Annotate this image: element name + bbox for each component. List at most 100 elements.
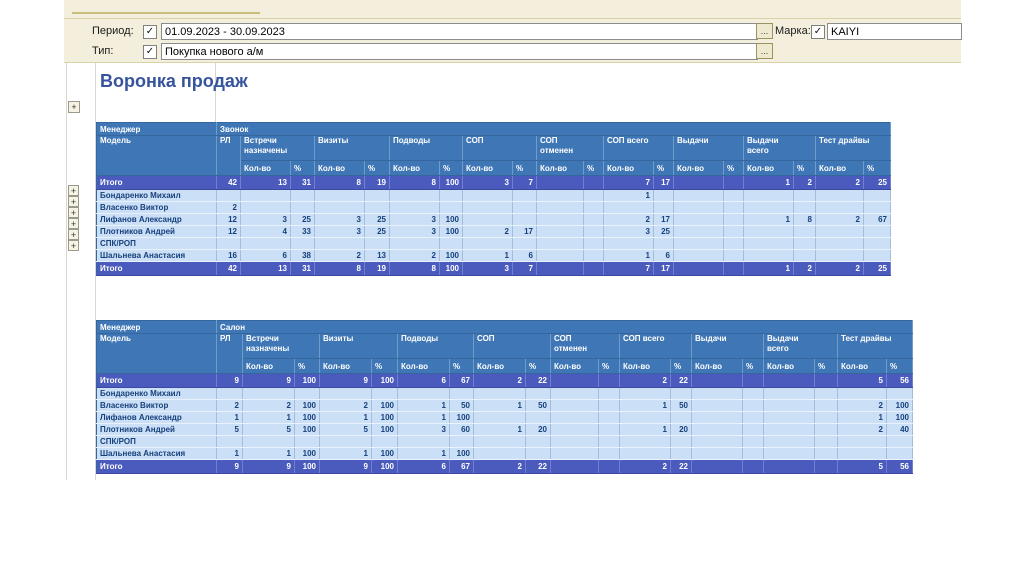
value-cell[interactable]: [462, 237, 513, 250]
value-cell[interactable]: [619, 387, 671, 400]
value-cell[interactable]: 8: [314, 261, 365, 276]
value-cell[interactable]: [815, 189, 864, 202]
value-cell[interactable]: [462, 189, 513, 202]
value-cell[interactable]: [216, 435, 243, 448]
value-cell[interactable]: [583, 249, 604, 262]
value-cell[interactable]: [723, 213, 744, 226]
value-cell[interactable]: [525, 411, 551, 424]
value-cell[interactable]: 1: [473, 399, 526, 412]
value-cell[interactable]: 1: [743, 261, 794, 276]
value-cell[interactable]: [763, 373, 815, 388]
value-cell[interactable]: [294, 387, 320, 400]
value-cell[interactable]: 31: [290, 175, 315, 190]
value-cell[interactable]: 22: [525, 459, 551, 474]
value-cell[interactable]: [397, 435, 450, 448]
period-picker-button[interactable]: ...: [756, 23, 773, 39]
value-cell[interactable]: 100: [886, 399, 913, 412]
value-cell[interactable]: [512, 237, 537, 250]
value-cell[interactable]: 22: [670, 373, 692, 388]
value-cell[interactable]: 9: [319, 459, 372, 474]
value-cell[interactable]: [653, 237, 674, 250]
value-cell[interactable]: 3: [462, 261, 513, 276]
row-name-cell[interactable]: СПК/РОП: [96, 435, 217, 448]
value-cell[interactable]: [364, 189, 390, 202]
value-cell[interactable]: [673, 237, 724, 250]
value-cell[interactable]: [723, 237, 744, 250]
value-cell[interactable]: [673, 201, 724, 214]
value-cell[interactable]: [242, 435, 295, 448]
row-name-cell[interactable]: Итого: [96, 175, 217, 190]
value-cell[interactable]: [242, 387, 295, 400]
value-cell[interactable]: 100: [371, 399, 398, 412]
value-cell[interactable]: [364, 201, 390, 214]
value-cell[interactable]: [512, 213, 537, 226]
value-cell[interactable]: [536, 237, 584, 250]
value-cell[interactable]: [598, 411, 620, 424]
value-cell[interactable]: [691, 373, 743, 388]
value-cell[interactable]: [723, 225, 744, 238]
value-cell[interactable]: 100: [294, 459, 320, 474]
value-cell[interactable]: [598, 459, 620, 474]
value-cell[interactable]: 3: [603, 225, 654, 238]
value-cell[interactable]: [525, 387, 551, 400]
value-cell[interactable]: [290, 201, 315, 214]
value-cell[interactable]: 1: [743, 213, 794, 226]
value-cell[interactable]: [742, 435, 764, 448]
value-cell[interactable]: [691, 411, 743, 424]
value-cell[interactable]: 3: [314, 225, 365, 238]
value-cell[interactable]: [691, 399, 743, 412]
value-cell[interactable]: 13: [240, 175, 291, 190]
value-cell[interactable]: 6: [653, 249, 674, 262]
value-cell[interactable]: 100: [294, 373, 320, 388]
value-cell[interactable]: 2: [389, 249, 440, 262]
value-cell[interactable]: 56: [886, 459, 913, 474]
value-cell[interactable]: 4: [240, 225, 291, 238]
value-cell[interactable]: [583, 175, 604, 190]
value-cell[interactable]: [837, 435, 887, 448]
row-name-cell[interactable]: Власенко Виктор: [96, 399, 217, 412]
row-name-cell[interactable]: Плотников Андрей: [96, 225, 217, 238]
value-cell[interactable]: 17: [653, 175, 674, 190]
value-cell[interactable]: 7: [603, 175, 654, 190]
value-cell[interactable]: 9: [216, 373, 243, 388]
value-cell[interactable]: 2: [473, 373, 526, 388]
value-cell[interactable]: [512, 189, 537, 202]
value-cell[interactable]: [837, 447, 887, 460]
value-cell[interactable]: 31: [290, 261, 315, 276]
value-cell[interactable]: [691, 387, 743, 400]
value-cell[interactable]: 1: [619, 399, 671, 412]
value-cell[interactable]: 2: [603, 213, 654, 226]
value-cell[interactable]: 8: [389, 261, 440, 276]
value-cell[interactable]: 2: [314, 249, 365, 262]
value-cell[interactable]: 7: [512, 175, 537, 190]
value-cell[interactable]: 22: [670, 459, 692, 474]
value-cell[interactable]: [583, 225, 604, 238]
value-cell[interactable]: [536, 175, 584, 190]
value-cell[interactable]: [723, 249, 744, 262]
value-cell[interactable]: 20: [670, 423, 692, 436]
value-cell[interactable]: [763, 423, 815, 436]
value-cell[interactable]: [449, 387, 474, 400]
value-cell[interactable]: 60: [449, 423, 474, 436]
value-cell[interactable]: 67: [449, 373, 474, 388]
value-cell[interactable]: [240, 201, 291, 214]
value-cell[interactable]: [619, 411, 671, 424]
value-cell[interactable]: 1: [397, 399, 450, 412]
value-cell[interactable]: [473, 387, 526, 400]
value-cell[interactable]: 40: [886, 423, 913, 436]
value-cell[interactable]: [439, 201, 463, 214]
value-cell[interactable]: [815, 249, 864, 262]
value-cell[interactable]: 5: [837, 373, 887, 388]
value-cell[interactable]: [793, 237, 816, 250]
value-cell[interactable]: [389, 237, 440, 250]
value-cell[interactable]: 5: [216, 423, 243, 436]
value-cell[interactable]: 100: [439, 249, 463, 262]
value-cell[interactable]: [583, 237, 604, 250]
value-cell[interactable]: [814, 423, 838, 436]
row-name-cell[interactable]: Бондаренко Михаил: [96, 387, 217, 400]
value-cell[interactable]: [290, 237, 315, 250]
value-cell[interactable]: [473, 411, 526, 424]
value-cell[interactable]: [673, 213, 724, 226]
value-cell[interactable]: [815, 225, 864, 238]
value-cell[interactable]: [653, 189, 674, 202]
